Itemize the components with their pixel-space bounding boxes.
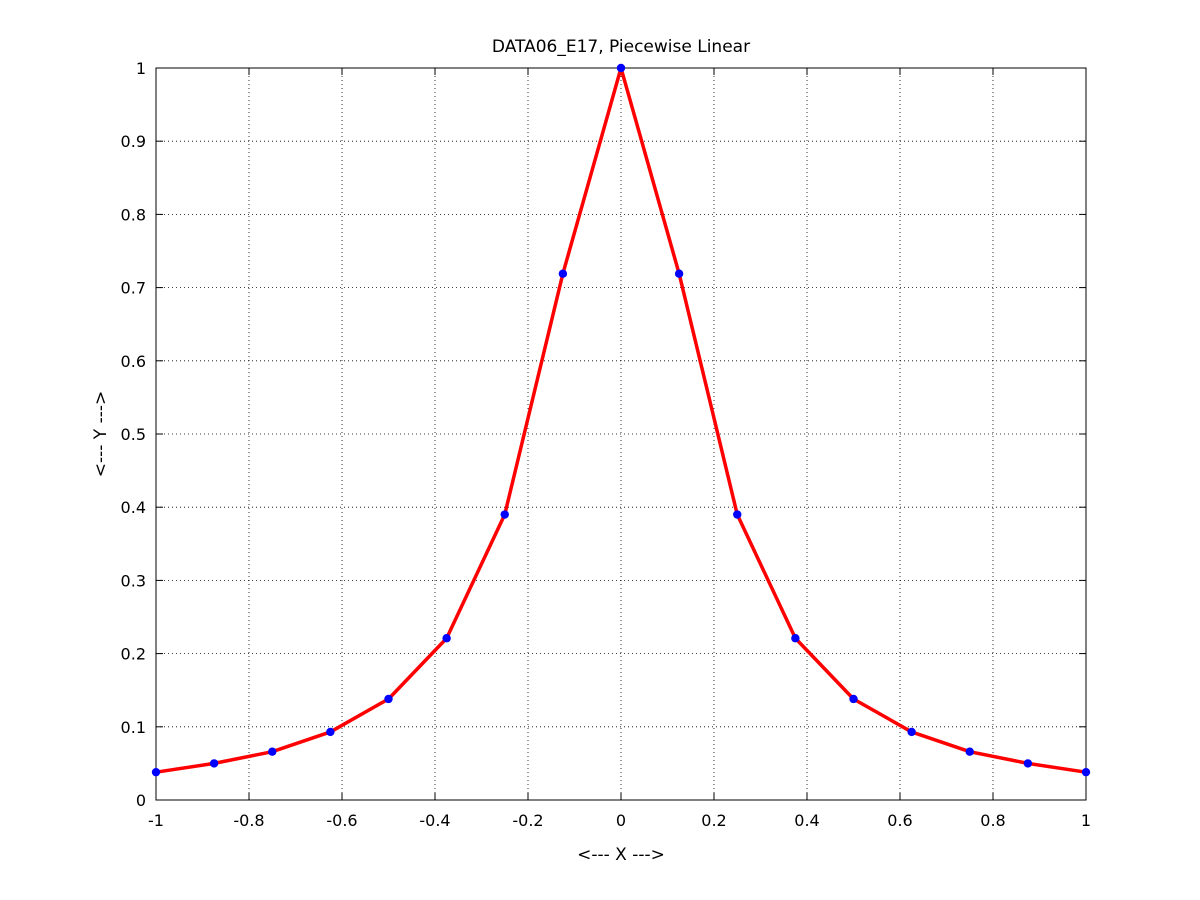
x-tick-labels: -1 -0.8 -0.6 -0.4 -0.2 0 0.2 0.4 0.6 0.8 1 — [148, 811, 1091, 830]
x-tick-label: -0.4 — [419, 811, 450, 830]
data-point — [209, 759, 219, 768]
x-tick-label: 0.2 — [701, 811, 726, 830]
y-tick-labels: 0 0.1 0.2 0.3 0.4 0.5 0.6 0.7 0.8 0.9 1 — [121, 59, 146, 810]
x-tick-label: -0.2 — [512, 811, 543, 830]
y-tick-label: 0 — [136, 791, 146, 810]
data-point — [500, 510, 509, 519]
x-tick-label: 0 — [616, 811, 626, 830]
data-point — [849, 694, 858, 704]
x-tick-label: 0.4 — [794, 811, 819, 830]
grid — [156, 68, 1086, 800]
x-tick-label: -0.6 — [326, 811, 357, 830]
data-point — [616, 63, 626, 73]
x-tick-label: -0.8 — [233, 811, 264, 830]
ticks — [155, 67, 1087, 801]
y-tick-label: 0.1 — [121, 718, 146, 737]
y-tick-label: 0.5 — [121, 425, 146, 444]
data-point — [268, 747, 277, 756]
data-point — [1081, 767, 1091, 777]
chart-title: DATA06_E17, Piecewise Linear — [492, 37, 750, 57]
data-point — [1023, 759, 1033, 768]
data-point — [558, 269, 568, 278]
y-tick-label: 0.3 — [121, 571, 146, 590]
data-point — [674, 269, 684, 278]
data-point — [442, 634, 451, 643]
y-tick-label: 0.4 — [121, 498, 146, 517]
x-axis-label: <--- X ---> — [577, 845, 665, 865]
x-tick-label: -1 — [148, 811, 164, 830]
data-point — [791, 634, 800, 643]
x-tick-label: 0.6 — [887, 811, 912, 830]
data-point — [326, 727, 335, 737]
y-tick-label: 0.6 — [121, 352, 146, 371]
y-tick-label: 0.9 — [121, 132, 146, 151]
data-point — [733, 510, 742, 519]
data-point — [965, 747, 974, 756]
x-tick-label: 1 — [1081, 811, 1091, 830]
y-tick-label: 0.7 — [121, 279, 146, 298]
series — [151, 63, 1091, 777]
y-tick-label: 0.8 — [121, 205, 146, 224]
data-point — [384, 694, 393, 704]
data-point — [151, 767, 161, 777]
x-tick-label: 0.8 — [980, 811, 1005, 830]
data-point — [907, 727, 916, 737]
y-tick-label: 1 — [136, 59, 146, 78]
y-axis-label: <--- Y ---> — [91, 391, 111, 478]
y-tick-label: 0.2 — [121, 645, 146, 664]
